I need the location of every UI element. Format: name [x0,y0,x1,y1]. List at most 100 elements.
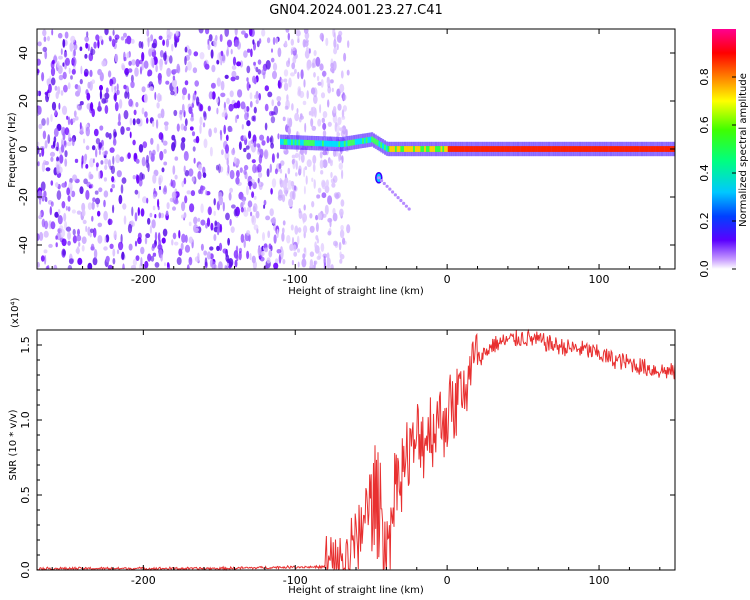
heatmap-cell [184,195,188,204]
heatmap-cell [270,57,275,63]
heatmap-cell [165,210,169,217]
heatmap-cell [123,84,127,90]
heatmap-cell [297,86,302,94]
heatmap-cell [229,218,232,226]
heatmap-cell [263,199,267,206]
heatmap-band-core [354,139,357,145]
heatmap-cell [309,213,313,219]
heatmap-cell [92,158,95,164]
heatmap-cell [103,246,108,251]
heatmap-band-core [659,146,662,152]
heatmap-cell [98,187,103,193]
heatmap-cell [230,226,235,234]
heatmap-cell [159,61,163,71]
heatmap-cell [43,249,48,254]
heatmap-cell [170,90,175,96]
heatmap-cell [309,251,315,257]
heatmap-cell [155,64,158,73]
heatmap-cell [66,115,69,120]
heatmap-cell [321,117,325,124]
heatmap-cell [89,231,92,238]
heatmap-band-core [396,146,399,152]
heatmap-cell [315,56,321,67]
heatmap-cell [86,92,91,101]
heatmap-cell [109,37,112,42]
heatmap-cell [209,146,213,157]
heatmap-cell [90,48,96,56]
heatmap-cell [291,260,294,266]
heatmap-band-core [404,146,406,152]
heatmap-cell [295,160,298,170]
heatmap-cell [105,255,110,263]
heatmap-cell [276,228,279,239]
heatmap-cell [62,131,66,141]
heatmap-cell [79,46,83,52]
heatmap-cell [74,116,79,121]
heatmap-cell [335,122,338,127]
heatmap-cell [135,101,139,108]
heatmap-cell [238,250,242,261]
heatmap-cell [181,214,185,219]
heatmap-cell [55,146,59,151]
heatmap-cell [274,168,278,175]
heatmap-cell [205,29,210,35]
heatmap-cell [281,194,286,203]
heatmap-cell [121,177,127,184]
heatmap-cell [97,210,101,217]
heatmap-cell [171,134,176,141]
heatmap-band-core [466,146,468,152]
heatmap-cell [163,148,167,154]
heatmap-cell [65,57,70,66]
heatmap-cell [291,62,296,70]
heatmap-cell [246,106,250,112]
heatmap-cell [315,222,319,233]
heatmap-cell [320,170,324,175]
heatmap-cell [181,180,185,188]
heatmap-cell [120,126,125,135]
heatmap-band-core [619,146,622,152]
heatmap-cell [101,60,107,67]
heatmap-cell [257,246,262,256]
heatmap-cell [188,168,194,177]
heatmap-cell [193,51,199,57]
heatmap-cell [336,43,339,51]
heatmap-band-core [571,146,574,152]
heatmap-cell [198,29,204,34]
heatmap-cell [113,230,117,240]
heatmap-cell [37,261,40,268]
heatmap-band-core [414,146,417,152]
heatmap-band-core [351,139,354,146]
heatmap-cell [62,38,66,48]
heatmap-cell [176,257,182,265]
heatmap-cell [221,54,226,62]
heatmap-cell [41,118,46,126]
heatmap-cell [62,249,66,256]
heatmap-cell [107,264,113,269]
heatmap-cell [44,196,48,202]
heatmap-cell [85,42,89,49]
heatmap-cell [63,84,68,93]
snr-axes: -200 -100 0 100 0.0 0.5 1.0 1.5 [19,330,675,587]
heatmap-cell [42,29,47,37]
heatmap-cell [181,233,186,243]
heatmap-cell [311,106,316,114]
heatmap-cell [288,77,292,88]
heatmap-band-core [558,146,561,152]
heatmap-cell [60,144,65,153]
heatmap-cell [300,153,305,163]
heatmap-cell [222,248,228,254]
heatmap-cell [85,189,90,200]
heatmap-cell [183,165,186,173]
heatmap-cell [176,123,180,132]
heatmap-cell [268,243,272,250]
heatmap-band-core [657,146,660,152]
heatmap-cell [210,49,214,59]
heatmap-band-core [329,140,332,147]
heatmap-cell [93,128,99,137]
heatmap-cell [164,262,166,267]
heatmap-cell [229,187,234,193]
heatmap-cell [91,79,96,84]
heatmap-cell [319,151,323,159]
heatmap-cell [255,90,259,100]
heatmap-cell [246,250,250,260]
